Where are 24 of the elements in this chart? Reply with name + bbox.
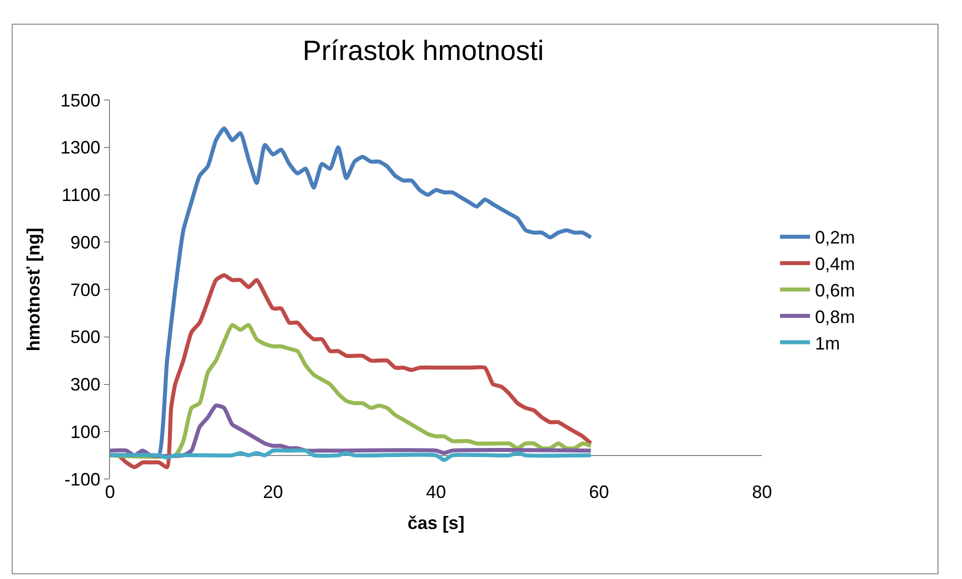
y-tick-label: 700 (70, 280, 100, 300)
y-tick-label: 300 (70, 374, 100, 395)
legend-label: 0,8m (815, 306, 856, 327)
legend-label: 0,2m (815, 228, 856, 248)
y-tick-label: -100 (64, 469, 100, 490)
y-tick-label: 100 (70, 422, 100, 442)
legend-label: 0,4m (815, 254, 856, 274)
y-tick-label: 500 (70, 327, 100, 348)
x-tick-label: 0 (104, 482, 116, 502)
x-tick-label: 80 (752, 482, 772, 502)
x-tick-label: 40 (426, 482, 446, 502)
legend-label: 1m (815, 333, 840, 354)
y-tick-label: 900 (70, 232, 100, 252)
y-tick-label: 1300 (60, 138, 100, 158)
chart-title: Prírastok hmotnosti (302, 35, 544, 66)
legend-label: 0,6m (815, 280, 856, 301)
y-tick-label: 1100 (62, 185, 100, 206)
line-series (110, 448, 593, 462)
x-axis-title: čas [s] (407, 513, 465, 534)
x-tick-label: 20 (262, 482, 284, 502)
y-tick-label: 1500 (60, 90, 100, 110)
line-series (110, 273, 593, 470)
y-axis-title: hmotnosť [ng] (24, 228, 44, 352)
x-tick-label: 60 (588, 482, 610, 502)
